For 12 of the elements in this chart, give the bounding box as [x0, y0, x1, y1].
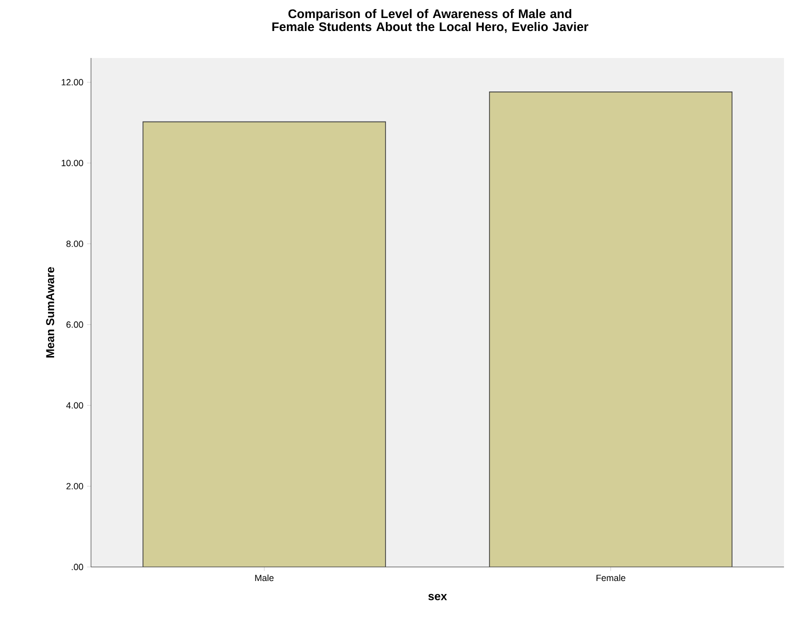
y-tick-label: 8.00 [66, 240, 84, 247]
x-tick-label: Male [255, 574, 274, 582]
x-axis-title: sex [428, 594, 447, 600]
y-tick-label: 10.00 [62, 160, 84, 166]
x-tick-label: Female [596, 574, 626, 582]
y-tick-label: .00 [72, 564, 84, 570]
y-tick-label: 12.00 [62, 79, 84, 86]
y-tick-label: 4.00 [66, 402, 84, 409]
chart-title: Comparison of Level of Awareness of Male and Female Students About the Local Hero, Evelio Javier [272, 9, 588, 33]
y-tick-label: 2.00 [66, 483, 84, 490]
y-axis-title: Mean SumAware [46, 267, 54, 358]
y-tick-label: 6.00 [66, 321, 84, 328]
